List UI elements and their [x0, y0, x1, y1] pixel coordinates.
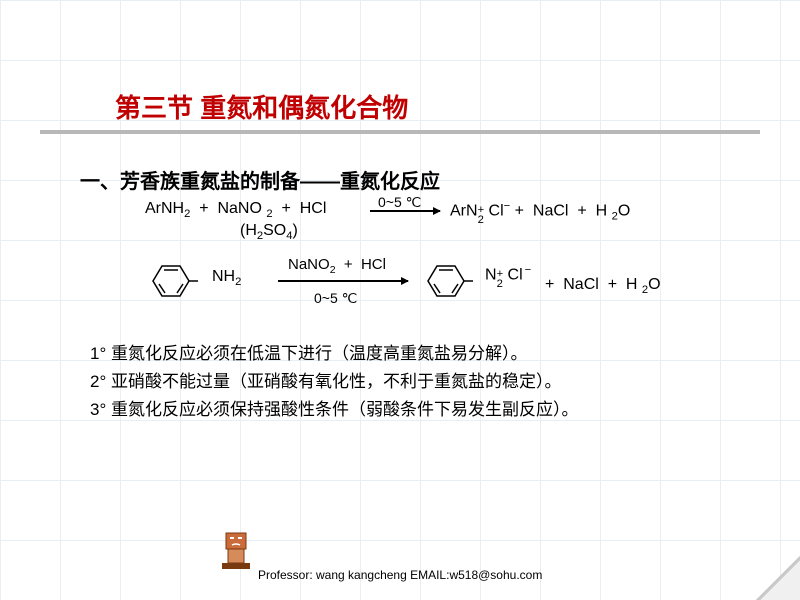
- notes-list: 1° 重氮化反应必须在低温下进行（温度高重氮盐易分解）。 2° 亚硝酸不能过量（…: [90, 340, 578, 424]
- note-2: 2° 亚硝酸不能过量（亚硝酸有氧化性，不利于重氮盐的稳定）。: [90, 368, 578, 396]
- equation2-lhs-label: NH2: [212, 268, 241, 288]
- note-1: 1° 重氮化反应必须在低温下进行（温度高重氮盐易分解）。: [90, 340, 578, 368]
- note-3: 3° 重氮化反应必须保持强酸性条件（弱酸条件下易发生副反应）。: [90, 396, 578, 424]
- benzene-ring-icon: [150, 260, 198, 302]
- subtitle-prefix: 一、芳香族重氮盐的制备——: [80, 171, 340, 193]
- equation2-lhs-ring: [150, 260, 198, 302]
- equation2-reagent: NaNO2 + HCl: [288, 256, 386, 276]
- equation2-rhs-ring: [425, 260, 473, 302]
- slide-title: 第三节 重氮和偶氮化合物: [115, 88, 408, 125]
- equation2-condition: 0~5 ℃: [314, 290, 357, 307]
- equation1-lhs: ArNH2 + NaNO 2 + HCl: [145, 200, 326, 220]
- equation1-arrow: [370, 210, 440, 212]
- title-divider: [40, 130, 760, 134]
- equation2-rhs-label: N+2 Cl−: [485, 264, 529, 289]
- equation2-arrow: [278, 280, 408, 282]
- teacher-icon: [220, 531, 252, 576]
- equation1-acid: (H2SO4): [240, 222, 298, 242]
- benzene-ring-icon: [425, 260, 473, 302]
- equation1-condition: 0~5 ℃: [378, 194, 421, 211]
- footer-text: Professor: wang kangcheng EMAIL:w518@soh…: [258, 568, 542, 582]
- subtitle-bold: 重氮化反应: [340, 171, 440, 193]
- equation2-rhs-tail: + NaCl + H 2O: [545, 276, 661, 296]
- equation1-rhs: ArN+2 Cl− + NaCl + H 2O: [450, 200, 630, 225]
- section-subtitle: 一、芳香族重氮盐的制备——重氮化反应: [80, 165, 440, 194]
- page-corner-fold: [756, 556, 800, 600]
